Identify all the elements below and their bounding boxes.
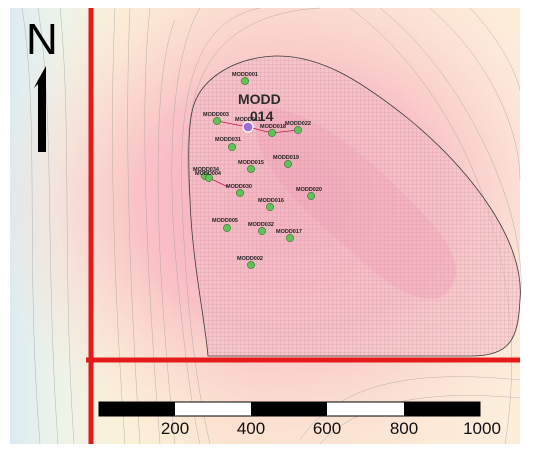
- north-arrow-letter: N: [26, 15, 58, 64]
- well-marker[interactable]: [223, 224, 231, 232]
- well-marker[interactable]: [205, 174, 213, 182]
- well-label: MODD022: [285, 121, 311, 127]
- scale-bar-segment: [251, 402, 327, 416]
- highlighted-well-marker[interactable]: [242, 121, 254, 133]
- well-label: MODD004: [195, 171, 222, 177]
- well-label: MODD001: [232, 72, 258, 78]
- north-arrow-icon: [34, 66, 46, 152]
- scale-bar-segment: [99, 402, 175, 416]
- scale-tick-label: 1000: [463, 419, 501, 438]
- well-marker[interactable]: [228, 143, 236, 151]
- highlighted-well-label-line1: MODD: [238, 91, 281, 107]
- scale-tick-label: 800: [390, 419, 418, 438]
- well-marker[interactable]: [307, 192, 315, 200]
- scale-tick-label: 200: [161, 419, 189, 438]
- scale-bar-segment: [404, 402, 480, 416]
- well-label: MODD032: [248, 222, 274, 228]
- well-label: MODD031: [215, 137, 241, 143]
- scale-bar: 200 400 600 800 1000: [98, 401, 501, 438]
- well-marker[interactable]: [268, 129, 276, 137]
- well-marker[interactable]: [241, 77, 249, 85]
- well-marker[interactable]: [247, 261, 255, 269]
- well-marker[interactable]: [213, 117, 221, 125]
- well-label: MODD003: [203, 112, 229, 118]
- well-label: MODD018: [260, 124, 286, 130]
- well-marker[interactable]: [236, 189, 244, 197]
- well-marker[interactable]: [286, 234, 294, 242]
- highlighted-well-label-line2: 014: [250, 108, 274, 124]
- scale-tick-label: 600: [313, 419, 341, 438]
- scale-tick-label: 400: [237, 419, 265, 438]
- well-label: MODD015: [238, 160, 264, 166]
- well-marker[interactable]: [294, 126, 302, 134]
- well-label: MODD020: [296, 187, 322, 193]
- well-marker[interactable]: [266, 203, 274, 211]
- well-marker[interactable]: [247, 165, 255, 173]
- well-label: MODD034: [193, 167, 220, 173]
- well-label: MODD017: [276, 229, 302, 235]
- well-marker[interactable]: [258, 227, 266, 235]
- well-label: MODD019: [273, 155, 299, 161]
- well-label: MODD011: [235, 117, 261, 123]
- well-label: MODD005: [212, 218, 238, 224]
- well-label: MODD002: [237, 256, 263, 262]
- well-label: MODD030: [226, 184, 252, 190]
- well-marker[interactable]: [284, 160, 292, 168]
- well-label: MODD016: [258, 198, 284, 204]
